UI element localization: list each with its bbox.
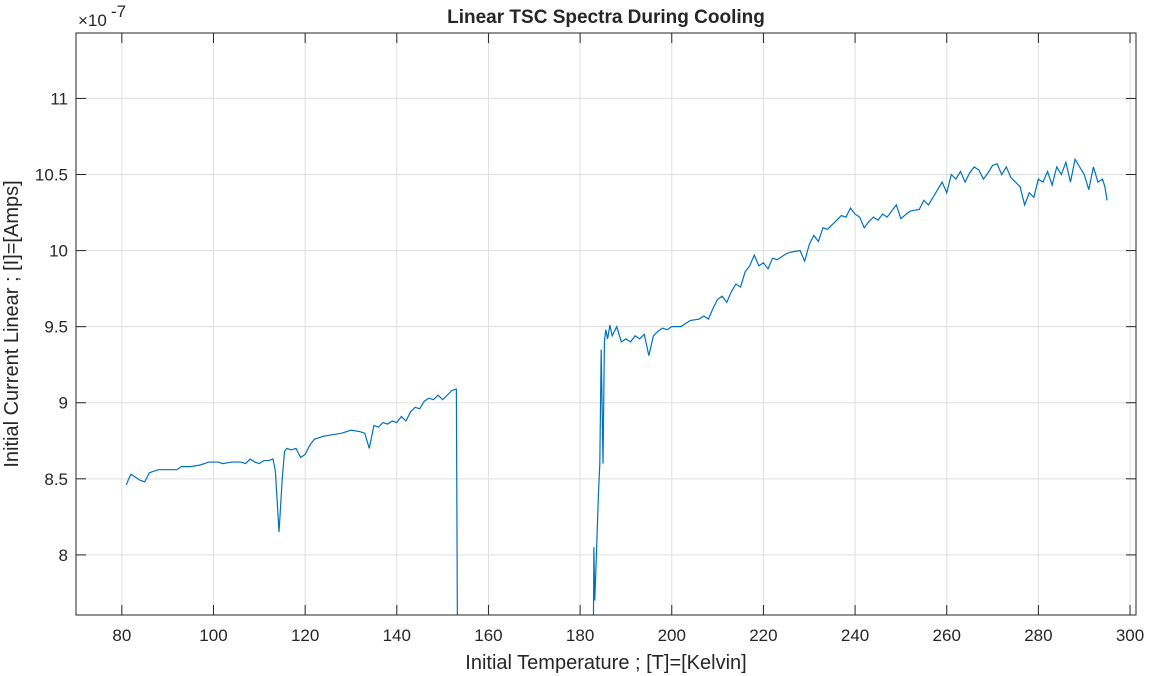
y-tick-label: 10.5 [35, 166, 68, 185]
x-tick-label: 120 [291, 626, 319, 645]
y-tick-label: 9 [59, 394, 68, 413]
y-tick-label: 10 [49, 242, 68, 261]
y-axis-label: Initial Current Linear ; [I]=[Amps] [1, 180, 23, 467]
x-tick-label: 180 [566, 626, 594, 645]
x-tick-label: 160 [474, 626, 502, 645]
plot-area [76, 33, 1136, 615]
y-tick-label: 8.5 [44, 470, 68, 489]
y-tick-label: 9.5 [44, 318, 68, 337]
axes-box [75, 32, 1137, 616]
data-line [125, 157, 1108, 615]
x-tick-label: 140 [383, 626, 411, 645]
x-tick-label: 80 [112, 626, 131, 645]
y-exponent-power: -7 [111, 2, 126, 21]
x-tick-label: 280 [1024, 626, 1052, 645]
x-tick-label: 300 [1116, 626, 1144, 645]
x-tick-label: 260 [933, 626, 961, 645]
x-axis-label: Initial Temperature ; [T]=[Kelvin] [465, 652, 746, 674]
y-tick-label: 8 [59, 546, 68, 565]
x-tick-label: 220 [749, 626, 777, 645]
x-tick-label: 100 [199, 626, 227, 645]
x-tick-label: 200 [658, 626, 686, 645]
y-exponent-base: ×10 [78, 11, 107, 30]
x-tick-label: 240 [841, 626, 869, 645]
y-tick-label: 11 [50, 89, 68, 108]
chart-title: Linear TSC Spectra During Cooling [447, 7, 765, 28]
